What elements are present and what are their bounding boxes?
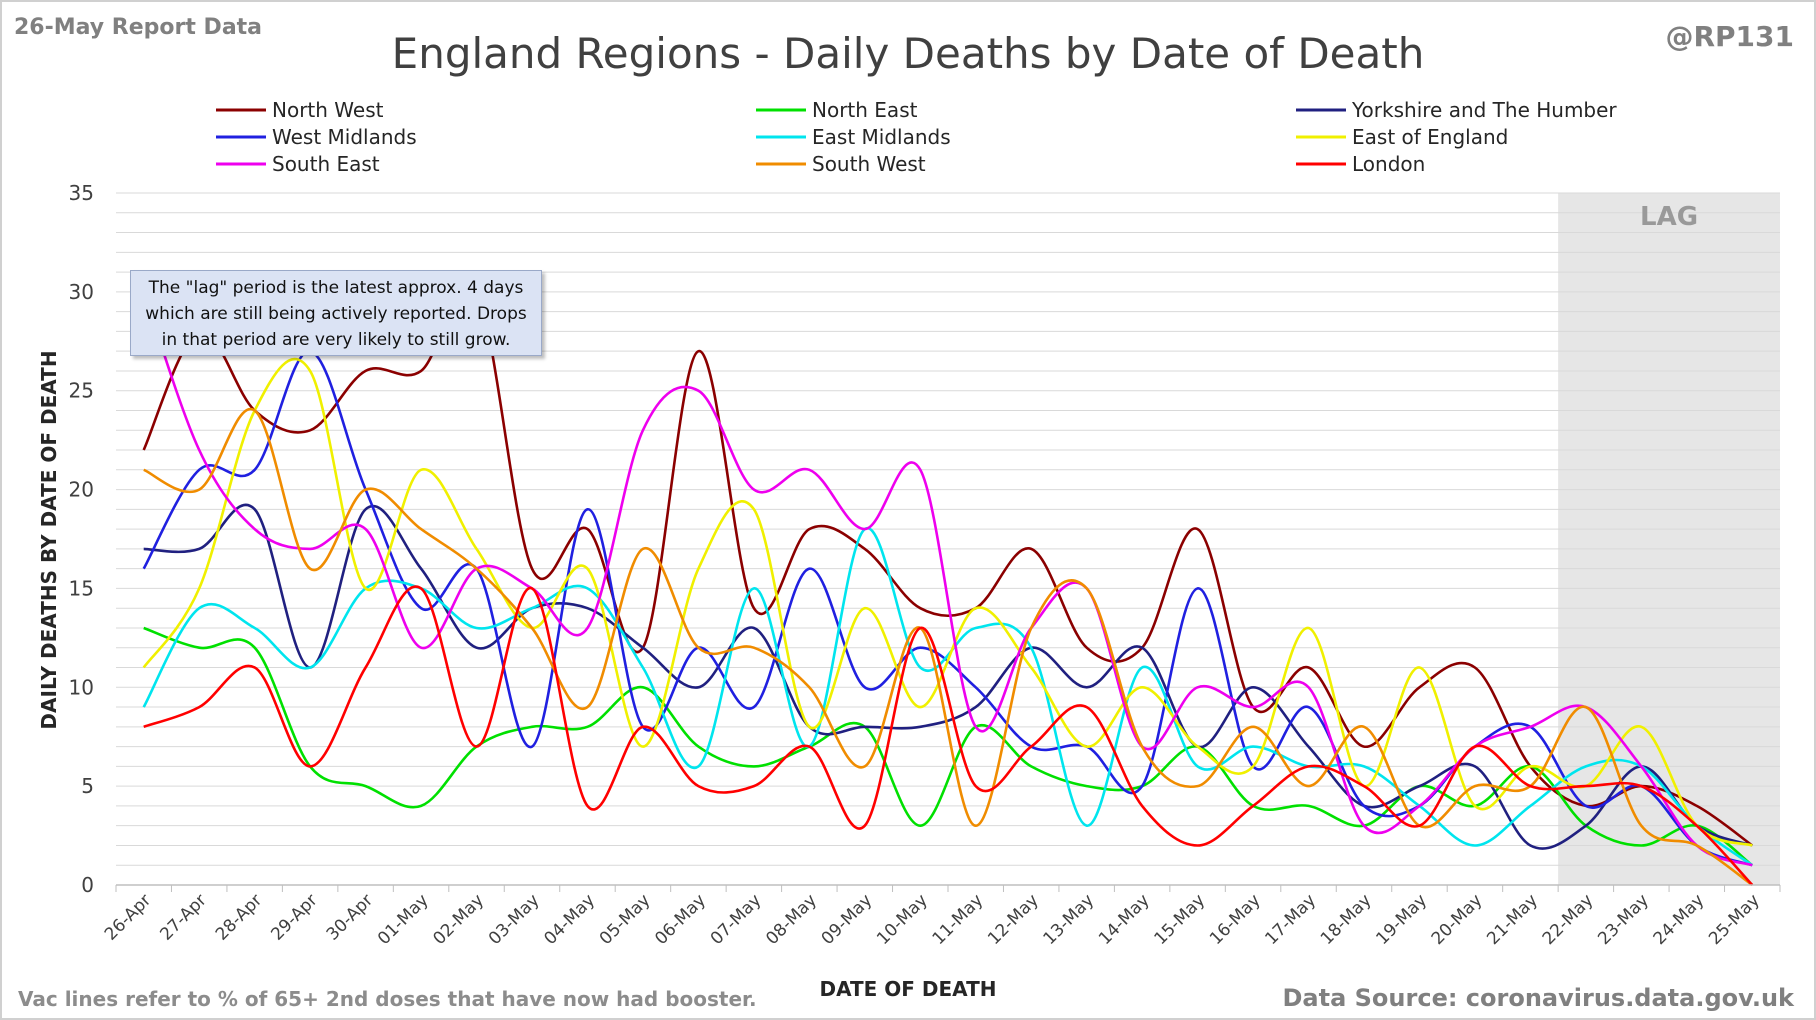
y-tick-label: 30 [69,280,94,304]
legend-label-yorkshire-and-the-humber: Yorkshire and The Humber [1351,98,1617,122]
legend-label-north-west: North West [272,98,384,122]
y-tick-label: 20 [69,478,94,502]
series-line-south-west [143,407,1754,887]
legend-label-east-of-england: East of England [1352,125,1508,149]
legend-label-south-east: South East [272,152,380,176]
series-line-yorkshire-and-the-humber [143,503,1753,850]
lag-callout: The "lag" period is the latest approx. 4… [130,270,542,356]
y-tick-label: 25 [69,379,94,403]
y-tick-label: 0 [81,873,94,897]
chart-title: England Regions - Daily Deaths by Date o… [392,29,1425,78]
legend: North West North East Yorkshire and The Hu… [216,98,1617,176]
series-layer [142,283,1754,887]
lag-label: LAG [1640,202,1698,232]
footer-note: Vac lines refer to % of 65+ 2nd doses th… [18,987,757,1011]
y-tick-label: 15 [69,576,94,600]
y-axis-title: DAILY DEATHS BY DATE OF DEATH [37,350,61,729]
y-tick-label: 5 [81,774,94,798]
y-tick-label: 10 [69,675,94,699]
series-line-east-midlands [142,527,1754,867]
y-tick-label: 35 [69,181,94,205]
x-axis-title: DATE OF DEATH [820,977,997,1001]
series-line-north-east [143,626,1754,867]
legend-label-west-midlands: West Midlands [272,125,417,149]
legend-label-north-east: North East [812,98,918,122]
legend-label-south-west: South West [812,152,926,176]
series-line-south-east [142,291,1753,867]
legend-label-london: London [1352,152,1425,176]
handle-label: @RP131 [1665,20,1794,53]
series-line-london [143,585,1754,886]
legend-label-east-midlands: East Midlands [812,125,951,149]
data-source: Data Source: coronavirus.data.gov.uk [1283,984,1796,1012]
report-label: 26-May Report Data [14,15,262,40]
